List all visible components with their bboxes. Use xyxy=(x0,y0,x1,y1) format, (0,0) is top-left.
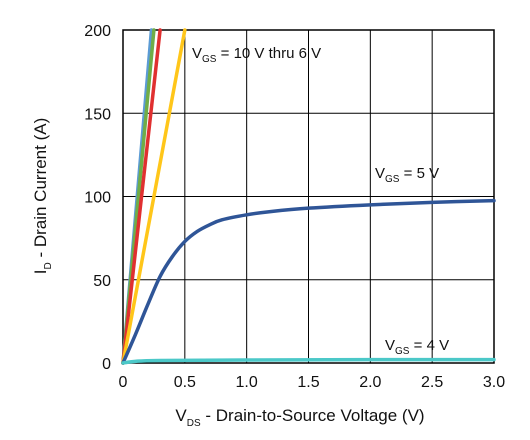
series-line-2 xyxy=(121,28,162,365)
series-line-5 xyxy=(121,357,496,365)
y-tick-labels: 0 50 100 150 200 xyxy=(84,23,111,373)
x-tick-label: 2.0 xyxy=(359,374,381,391)
y-tick-label: 200 xyxy=(84,23,111,40)
x-tick-labels: 0 0.5 1.0 1.5 2.0 2.5 3.0 xyxy=(119,374,506,391)
series-group xyxy=(121,28,496,365)
y-tick-label: 150 xyxy=(84,106,111,123)
x-tick-label: 2.5 xyxy=(421,374,443,391)
grid-lines xyxy=(122,29,495,364)
x-tick-label: 1.0 xyxy=(236,374,258,391)
plot-frame xyxy=(122,29,495,364)
y-tick-label: 0 xyxy=(102,356,111,373)
y-tick-label: 100 xyxy=(84,190,111,207)
x-tick-label: 0.5 xyxy=(174,374,196,391)
x-axis-title: VDS - Drain-to-Source Voltage (V) xyxy=(175,406,424,429)
x-tick-label: 1.5 xyxy=(297,374,319,391)
y-axis-title: ID - Drain Current (A) xyxy=(31,118,54,275)
annotation-vgs-4: VGS = 4 V xyxy=(385,337,449,357)
annotation-vgs-5: VGS = 5 V xyxy=(375,165,439,185)
x-tick-label: 3.0 xyxy=(483,374,505,391)
y-tick-label: 50 xyxy=(93,273,111,290)
annotation-vgs-10-6: VGS = 10 V thru 6 V xyxy=(192,45,321,65)
series-line-4 xyxy=(121,198,496,365)
series-line-3 xyxy=(121,28,187,365)
x-tick-label: 0 xyxy=(119,374,128,391)
